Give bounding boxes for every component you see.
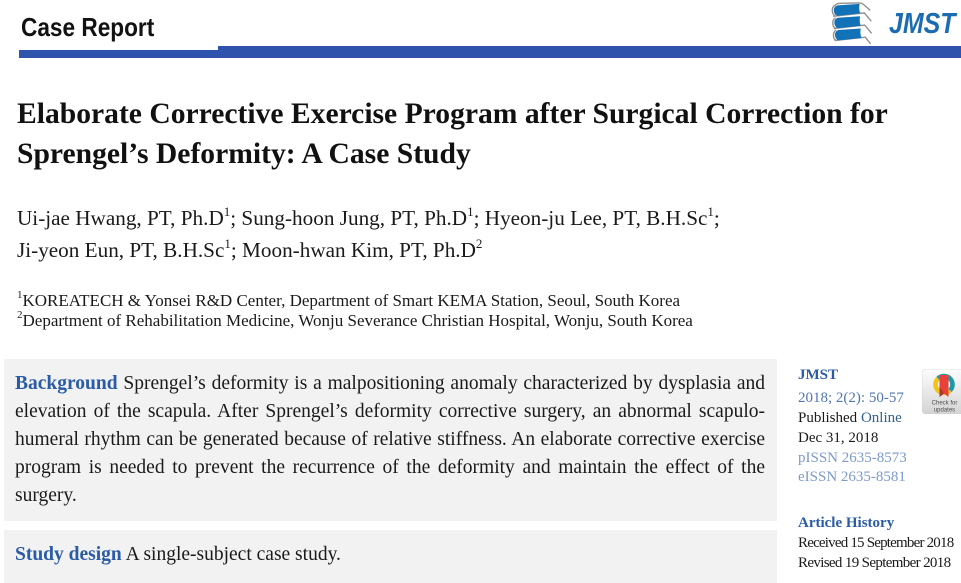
svg-text:Check for: Check for	[932, 401, 958, 407]
svg-text:updates: updates	[934, 407, 955, 413]
